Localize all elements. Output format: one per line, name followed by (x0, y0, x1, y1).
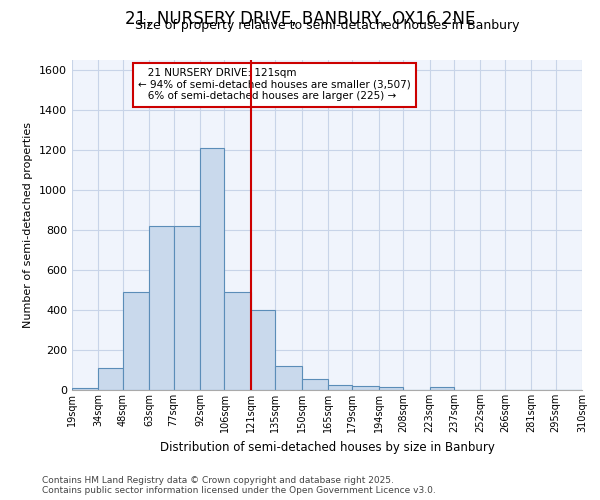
Title: Size of property relative to semi-detached houses in Banbury: Size of property relative to semi-detach… (135, 20, 519, 32)
Y-axis label: Number of semi-detached properties: Number of semi-detached properties (23, 122, 34, 328)
Bar (302, 379, 328, 390)
Text: 21, NURSERY DRIVE, BANBURY, OX16 2NE: 21, NURSERY DRIVE, BANBURY, OX16 2NE (125, 10, 475, 28)
Text: Contains HM Land Registry data © Crown copyright and database right 2025.
Contai: Contains HM Land Registry data © Crown c… (42, 476, 436, 495)
Bar (224, 292, 251, 390)
Bar (275, 366, 302, 390)
Bar (123, 292, 149, 390)
Text: 21 NURSERY DRIVE: 121sqm
← 94% of semi-detached houses are smaller (3,507)
   6%: 21 NURSERY DRIVE: 121sqm ← 94% of semi-d… (139, 68, 411, 102)
Bar (72, 388, 98, 390)
Bar (98, 368, 123, 390)
Bar (149, 226, 173, 390)
X-axis label: Distribution of semi-detached houses by size in Banbury: Distribution of semi-detached houses by … (160, 440, 494, 454)
Bar (379, 387, 403, 390)
Bar (173, 226, 200, 390)
Bar (328, 385, 352, 390)
Bar (251, 310, 275, 390)
Bar (430, 387, 454, 390)
Bar (352, 386, 379, 390)
Bar (200, 148, 224, 390)
